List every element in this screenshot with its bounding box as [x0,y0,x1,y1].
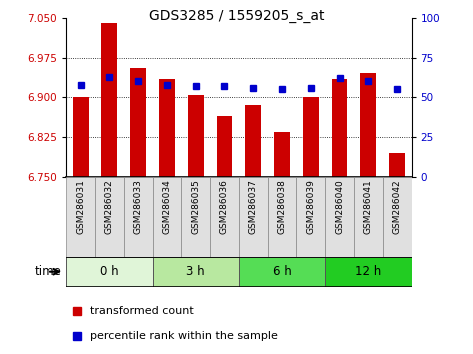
Bar [303,97,319,177]
Bar [360,74,376,177]
Text: GSM286039: GSM286039 [307,179,315,234]
Text: GSM286042: GSM286042 [393,179,402,234]
Bar [325,177,354,257]
Text: GDS3285 / 1559205_s_at: GDS3285 / 1559205_s_at [149,9,324,23]
Text: GSM286034: GSM286034 [162,179,171,234]
Text: 6 h: 6 h [272,265,291,278]
Bar [130,68,146,177]
Bar [188,95,203,177]
Bar [95,177,124,257]
Text: GSM286040: GSM286040 [335,179,344,234]
Text: GSM286031: GSM286031 [76,179,85,234]
Bar [297,177,325,257]
Bar [73,97,88,177]
Bar [239,177,268,257]
Bar [274,132,290,177]
Bar [354,177,383,257]
Bar [66,177,95,257]
Text: GSM286035: GSM286035 [191,179,200,234]
Bar [159,79,175,177]
Bar [245,105,261,177]
Bar [66,257,152,287]
Bar [239,257,325,287]
Text: GSM286033: GSM286033 [134,179,143,234]
Bar [383,177,412,257]
Bar [181,177,210,257]
Text: 12 h: 12 h [355,265,381,278]
Bar [268,177,297,257]
Bar [217,116,232,177]
Text: GSM286037: GSM286037 [249,179,258,234]
Text: 0 h: 0 h [100,265,119,278]
Bar [102,23,117,177]
Bar [152,177,181,257]
Text: percentile rank within the sample: percentile rank within the sample [90,331,278,341]
Bar [210,177,239,257]
Bar [152,257,239,287]
Bar [389,153,405,177]
Text: GSM286032: GSM286032 [105,179,114,234]
Text: transformed count: transformed count [90,306,194,316]
Bar [124,177,152,257]
Text: GSM286038: GSM286038 [278,179,287,234]
Text: time: time [35,265,61,278]
Bar [332,79,348,177]
Text: GSM286036: GSM286036 [220,179,229,234]
Text: 3 h: 3 h [186,265,205,278]
Text: GSM286041: GSM286041 [364,179,373,234]
Bar [325,257,412,287]
